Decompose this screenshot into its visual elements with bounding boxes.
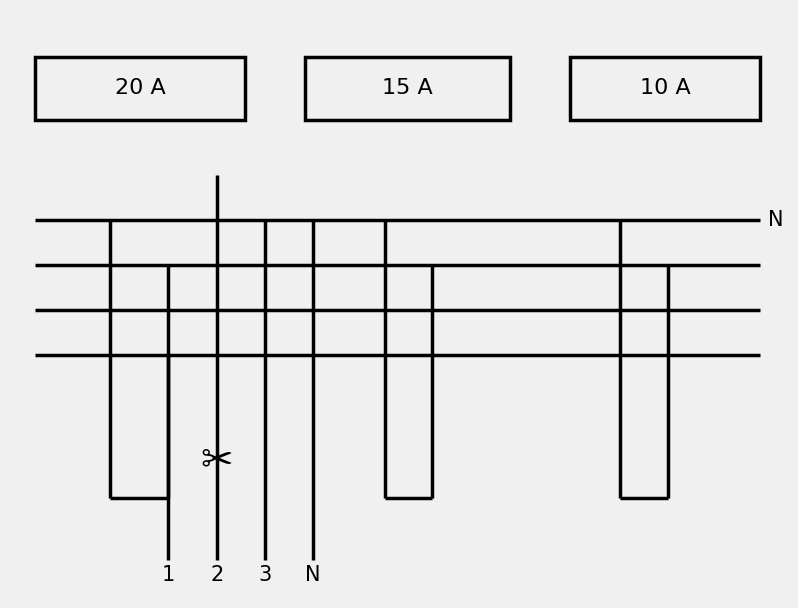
Text: 20 A: 20 A <box>115 78 165 98</box>
Bar <box>35 57 245 120</box>
Text: ✂: ✂ <box>200 441 233 479</box>
Text: 10 A: 10 A <box>640 78 690 98</box>
Text: 15 A: 15 A <box>382 78 433 98</box>
Text: N: N <box>306 565 321 585</box>
Text: N: N <box>768 210 784 230</box>
Bar <box>570 57 760 120</box>
Text: 2: 2 <box>211 565 223 585</box>
Text: 1: 1 <box>161 565 175 585</box>
Text: 3: 3 <box>259 565 271 585</box>
Bar <box>305 57 510 120</box>
